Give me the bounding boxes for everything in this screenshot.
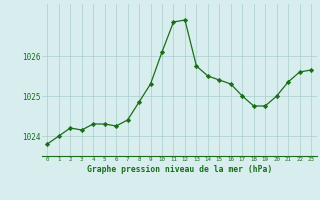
X-axis label: Graphe pression niveau de la mer (hPa): Graphe pression niveau de la mer (hPa) <box>87 165 272 174</box>
